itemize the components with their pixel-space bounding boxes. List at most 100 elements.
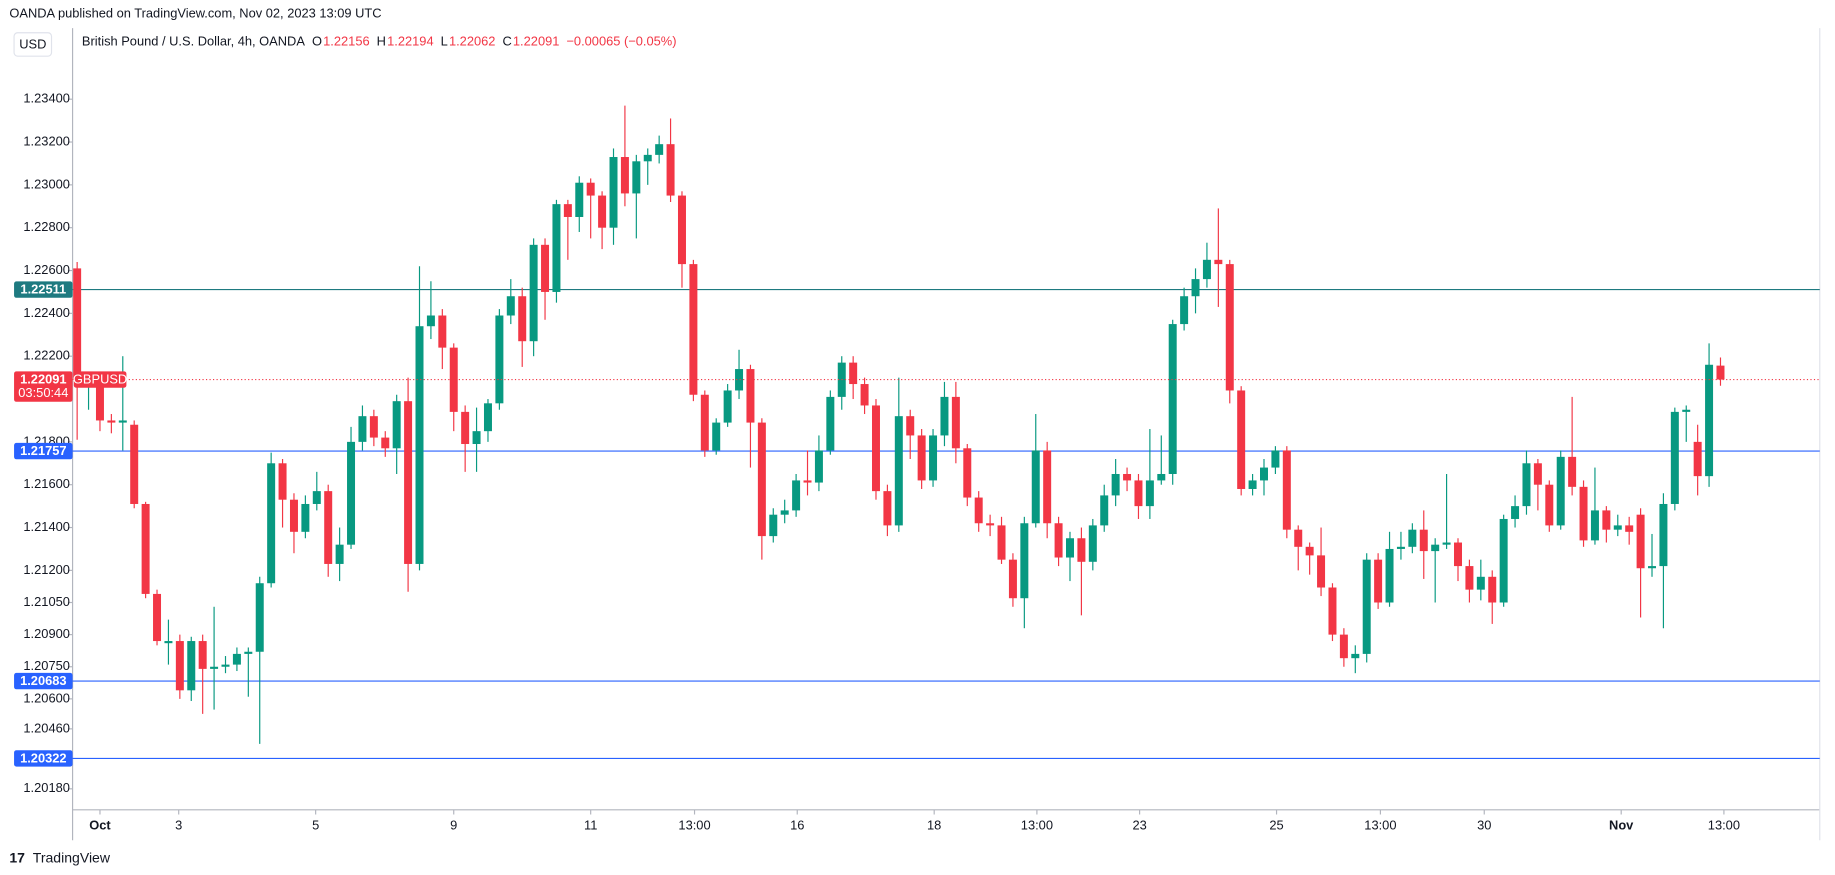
candle-body	[438, 315, 447, 348]
candle-body	[210, 666, 219, 669]
x-tick-label: 11	[584, 818, 597, 833]
currency[interactable]: USD	[19, 36, 46, 51]
candle-body	[643, 154, 652, 162]
candle-body	[426, 315, 435, 327]
candle-body	[289, 499, 298, 532]
candle-body	[1705, 364, 1714, 477]
candle-body	[1556, 456, 1565, 526]
candle-body	[255, 583, 264, 652]
candle-body	[1602, 510, 1611, 530]
candle-body	[118, 420, 127, 423]
candle-body	[1408, 529, 1417, 547]
ohlc-value: 1.22091	[513, 34, 559, 49]
candle-body	[655, 144, 664, 155]
candle-body	[757, 422, 766, 537]
x-tick-label: 13:00	[678, 818, 710, 833]
candle-body	[1385, 548, 1394, 603]
y-tick-label: 1.22600	[23, 262, 69, 277]
candle-body	[267, 463, 276, 584]
candle-body	[1282, 450, 1291, 530]
candle-body	[495, 315, 504, 404]
candle-body	[1625, 525, 1634, 532]
candle-body	[1533, 463, 1542, 485]
y-tick-label: 1.20750	[23, 658, 69, 673]
candle-body	[1636, 514, 1645, 569]
candle-body	[712, 422, 721, 451]
candle-body	[1123, 473, 1132, 481]
level-label: 1.21757	[20, 443, 66, 458]
candle-body	[1328, 587, 1337, 635]
level-label-box	[14, 672, 73, 690]
candle-body	[1716, 365, 1725, 380]
candle-body	[1008, 559, 1017, 599]
candle-body	[1065, 538, 1074, 558]
candle-body	[1043, 450, 1052, 524]
candle-body	[746, 369, 755, 423]
candle-body	[1339, 634, 1348, 659]
countdown: 03:50:44	[18, 385, 68, 400]
published-note: OANDA published on TradingView.com, Nov …	[9, 5, 381, 20]
candle-body	[221, 664, 230, 667]
candle-body	[1111, 473, 1120, 496]
candle-body	[769, 514, 778, 537]
level-label-box	[14, 442, 73, 460]
candle-body	[449, 347, 458, 412]
candle-body	[700, 394, 709, 451]
x-tick-label: 13:00	[1021, 818, 1053, 833]
x-tick-label: 5	[312, 818, 319, 833]
candle-body	[141, 503, 150, 594]
candle-body	[1419, 529, 1428, 552]
candle-body	[632, 161, 641, 194]
candle-body	[1134, 480, 1143, 507]
candle-body	[1442, 542, 1451, 545]
ohlc-value: 1.22194	[387, 34, 433, 49]
x-tick-label: 3	[175, 818, 182, 833]
legend: O 1.22156 H 1.22194 L 1.22062 C 1.22091 −0.00065…	[312, 34, 677, 49]
candle-body	[849, 362, 858, 385]
candle-body	[1590, 510, 1599, 541]
candle-body	[940, 396, 949, 436]
candle-body	[792, 480, 801, 511]
candle-body	[1100, 495, 1109, 526]
x-tick-label: 18	[927, 818, 941, 833]
candle-body	[461, 411, 470, 445]
y-tick-label: 1.20460	[23, 720, 69, 735]
candle-body	[1260, 467, 1268, 481]
candle-body	[1693, 441, 1702, 477]
candle-body	[929, 435, 938, 481]
candle-body	[620, 157, 629, 194]
x-tick-label: 9	[450, 818, 457, 833]
candle-body	[1248, 480, 1257, 489]
x-tick-label: 16	[790, 818, 804, 833]
candle-body	[1454, 542, 1462, 567]
candle-body	[1305, 546, 1314, 556]
ohlc-letter: L	[441, 34, 448, 49]
x-tick-label: 13:00	[1708, 818, 1740, 833]
level-label: 1.20322	[20, 750, 66, 765]
candle-body	[1659, 503, 1668, 567]
currency-box[interactable]	[13, 32, 53, 57]
candle-body	[1431, 544, 1440, 552]
ohlc-value: 1.22062	[449, 34, 495, 49]
last-price-label: 1.22091	[20, 372, 66, 387]
candle-body	[1522, 463, 1531, 507]
candle-body	[1088, 525, 1097, 562]
candle-body	[1362, 559, 1371, 654]
candle-body	[1180, 296, 1189, 325]
candle-body	[1351, 653, 1360, 659]
candle-body	[609, 157, 618, 228]
candle-body	[244, 651, 253, 654]
candle-body	[586, 182, 595, 196]
candle-body	[312, 491, 321, 504]
candle-body	[1374, 559, 1383, 603]
candle-body	[575, 182, 584, 217]
y-tick-label: 1.21050	[23, 594, 69, 609]
candle-body	[1191, 279, 1200, 297]
candle-body	[1145, 480, 1154, 507]
footer-logo: TradingView	[33, 850, 111, 866]
candle-body	[301, 503, 310, 532]
candle-body	[689, 264, 698, 395]
candle-body	[1545, 484, 1554, 526]
candle-body	[871, 405, 880, 492]
candle-body	[1225, 264, 1234, 391]
